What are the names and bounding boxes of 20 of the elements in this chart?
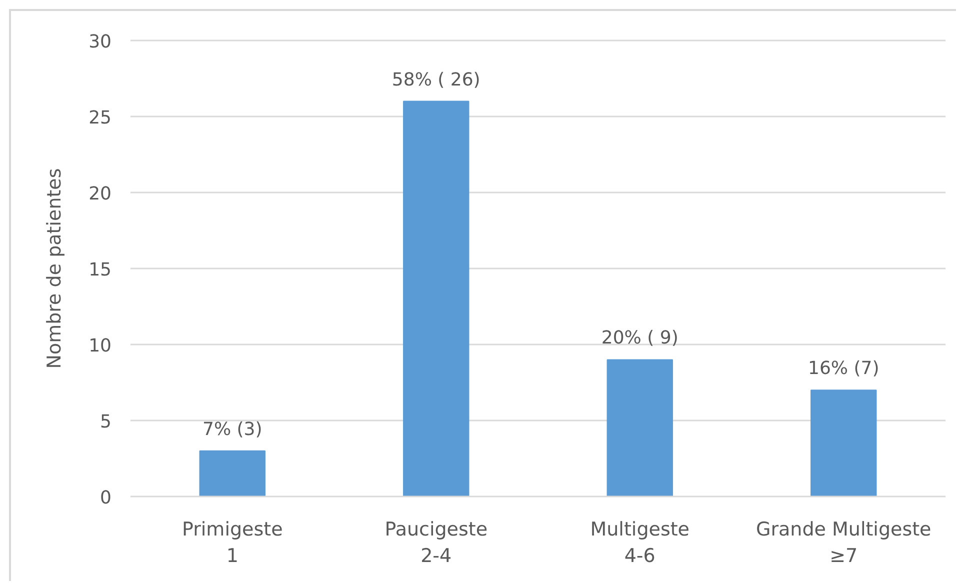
y-tick-label: 10 — [88, 336, 112, 356]
x-tick-label: Paucigeste 2-4 — [384, 518, 488, 567]
y-tick-label: 20 — [88, 184, 112, 204]
y-tick-label: 15 — [88, 260, 112, 280]
bar — [606, 359, 673, 496]
bar — [199, 450, 266, 496]
y-tick-label: 25 — [88, 108, 112, 128]
bar — [403, 100, 470, 496]
y-tick-label: 30 — [88, 32, 112, 52]
x-tick-label: Primigeste 1 — [182, 518, 283, 567]
y-axis-title: Nombre de patientes — [44, 168, 66, 369]
data-label: 16% (7) — [808, 358, 880, 380]
x-tick-label: Multigeste 4-6 — [590, 518, 690, 567]
y-tick-label: 5 — [100, 412, 112, 432]
data-label: 20% ( 9) — [601, 328, 678, 349]
data-label: 7% (3) — [202, 418, 262, 440]
data-label: 58% ( 26) — [392, 69, 480, 90]
y-tick-label: 0 — [100, 488, 112, 508]
bar — [810, 390, 877, 496]
x-tick-label: Grande Multigeste ≥7 — [756, 518, 932, 567]
